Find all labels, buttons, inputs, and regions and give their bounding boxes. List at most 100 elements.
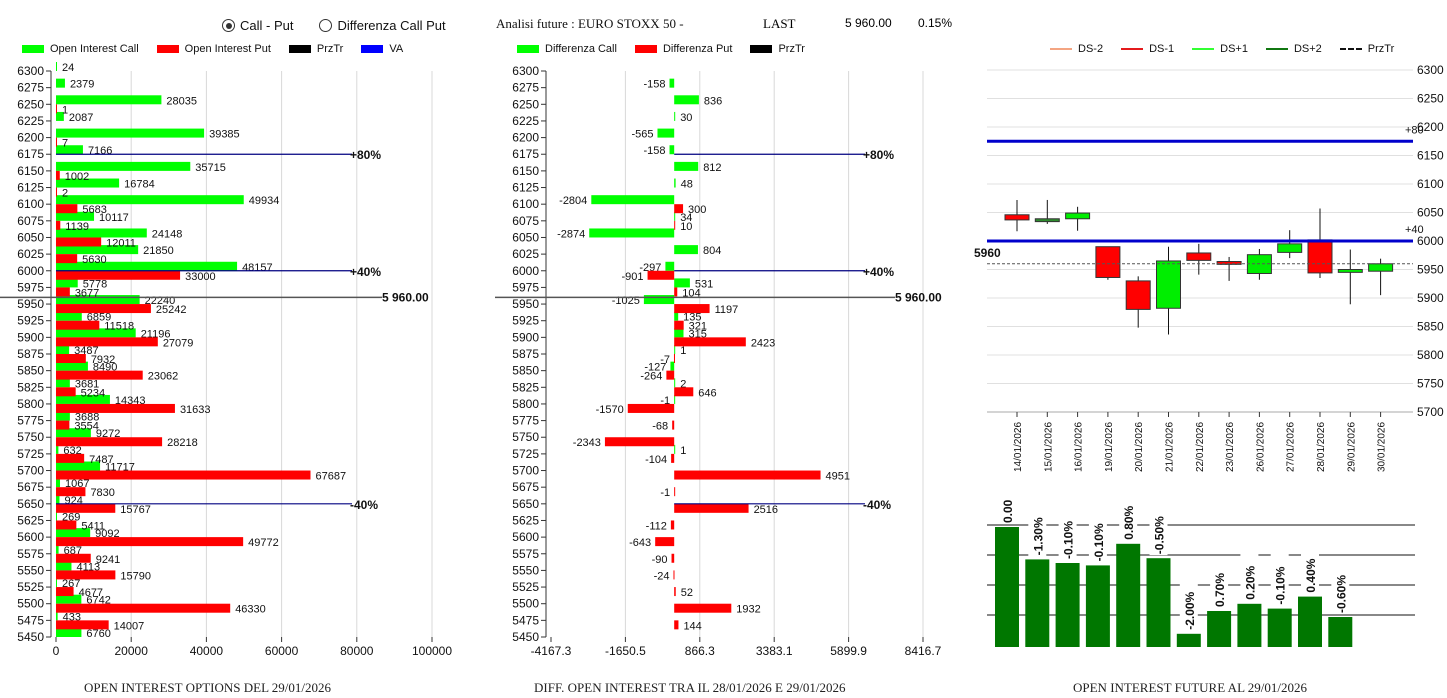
bar-put [56,170,60,180]
y-tick-label: 5700 [1417,405,1444,419]
y-tick-label: 6200 [512,131,539,145]
bar-put [673,354,675,363]
legend-label: Open Interest Call [50,43,139,55]
data-label: 2379 [70,79,94,91]
bar-put [671,553,675,563]
bar-put [56,437,163,447]
bar-put [674,587,676,597]
radio-differenza-call-put[interactable]: Differenza Call Put [319,18,446,33]
candle-body [1368,263,1394,272]
bar-put [674,487,676,497]
y-tick-label: 6075 [17,214,44,228]
data-label-bg [1331,562,1350,614]
y-tick-label: 5850 [1417,320,1444,334]
data-label: 812 [703,162,721,174]
legend-label: PrzTr [1367,43,1395,55]
przTr-label: 5960 [974,246,1001,260]
va-label: +40% [863,265,894,279]
data-label: 4113 [76,561,100,573]
radio-unselected-icon[interactable] [319,19,333,32]
data-label: 33000 [185,271,216,283]
data-label-bg [1119,500,1138,541]
x-tick-label: 29/01/2026 [1346,422,1357,472]
x-tick-label: 28/01/2026 [1316,422,1327,472]
bar-call [56,394,110,404]
bar-call [674,378,676,388]
radio-selected-icon[interactable] [222,19,235,32]
x-tick-label: -4167.3 [531,644,572,658]
y-tick-label: 6275 [17,81,44,95]
x-tick-label: 3383.1 [756,644,793,658]
legend-swatch [517,45,539,53]
y-tick-label: 5750 [512,430,539,444]
bar-put [56,387,76,397]
data-label: 46330 [235,604,266,616]
bar-put [674,337,746,347]
data-label: 30 [680,112,692,124]
oi-future-caption: OPEN INTEREST FUTURE AL 29/01/2026 [1073,680,1308,695]
data-label: 10117 [99,212,129,224]
candlestick-chart: 6300 6250 6200 6150 6100 6050 6000 5950 5900 5850… [974,63,1444,472]
x-tick-label: 40000 [190,644,224,658]
bar-put [56,420,70,430]
data-label: 27079 [163,337,194,349]
y-tick-label: 5825 [17,380,44,394]
bar-put [56,403,175,413]
bar-call [56,461,101,471]
data-label: 34 [680,212,692,224]
legend-item: DS-2 [1050,43,1103,55]
va-label: +40 [1405,224,1424,236]
y-tick-label: 5925 [17,314,44,328]
y-tick-label: 5750 [17,430,44,444]
bar-call [56,178,120,188]
data-label: -0.10% [1062,521,1076,559]
legend-label: DS-1 [1149,43,1175,55]
data-label: 28035 [166,95,197,107]
bar [1237,603,1262,647]
data-label: 25242 [156,304,187,316]
bar-put [56,487,86,497]
bar-put [674,204,684,214]
legend-swatch [750,45,773,53]
y-tick-label: 6000 [1417,234,1444,248]
y-tick-label: 6000 [512,264,539,278]
bar-call [674,394,676,404]
candle-body [1156,260,1181,309]
x-tick-label: 27/01/2026 [1286,422,1297,472]
data-label-bg [998,500,1016,524]
bar-put [670,520,675,530]
y-tick-label: 6000 [17,264,44,278]
legend-item: VA [361,43,403,55]
data-label: 24 [62,62,74,74]
y-tick-label: 5950 [1417,263,1444,277]
x-tick-label: 16/01/2026 [1074,422,1085,472]
bar-call [56,245,139,255]
radio-differenza-label: Differenza Call Put [337,18,446,33]
y-tick-label: 5675 [17,480,44,494]
data-label: 5630 [82,254,106,266]
bar-put [56,620,109,630]
radio-call-put[interactable]: Call - Put [222,18,293,33]
y-tick-label: 6250 [17,97,44,111]
y-tick-label: 6150 [17,164,44,178]
oi-diff-chart: -4167.3 -1650.5 866.3 3383.1 5899.9 8416.7 630… [495,64,942,658]
x-tick-label: 22/01/2026 [1195,422,1206,472]
bar-call [56,161,191,171]
y-tick-label: 6300 [17,64,44,78]
bar-put [627,403,675,413]
bar-put [56,104,57,114]
data-label: 646 [698,387,716,399]
bar-put [671,453,675,463]
bar-call [56,95,162,105]
y-tick-label: 6275 [512,81,539,95]
y-tick-label: 5725 [17,447,44,461]
y-tick-label: 5950 [17,297,44,311]
y-tick-label: 5500 [17,597,44,611]
bar-call [674,328,684,338]
bar [1055,563,1080,647]
bar-call [56,128,205,138]
candle-body [1307,239,1333,274]
bar-put [674,620,679,630]
bar-call [56,211,95,221]
data-label: 1932 [736,604,760,616]
